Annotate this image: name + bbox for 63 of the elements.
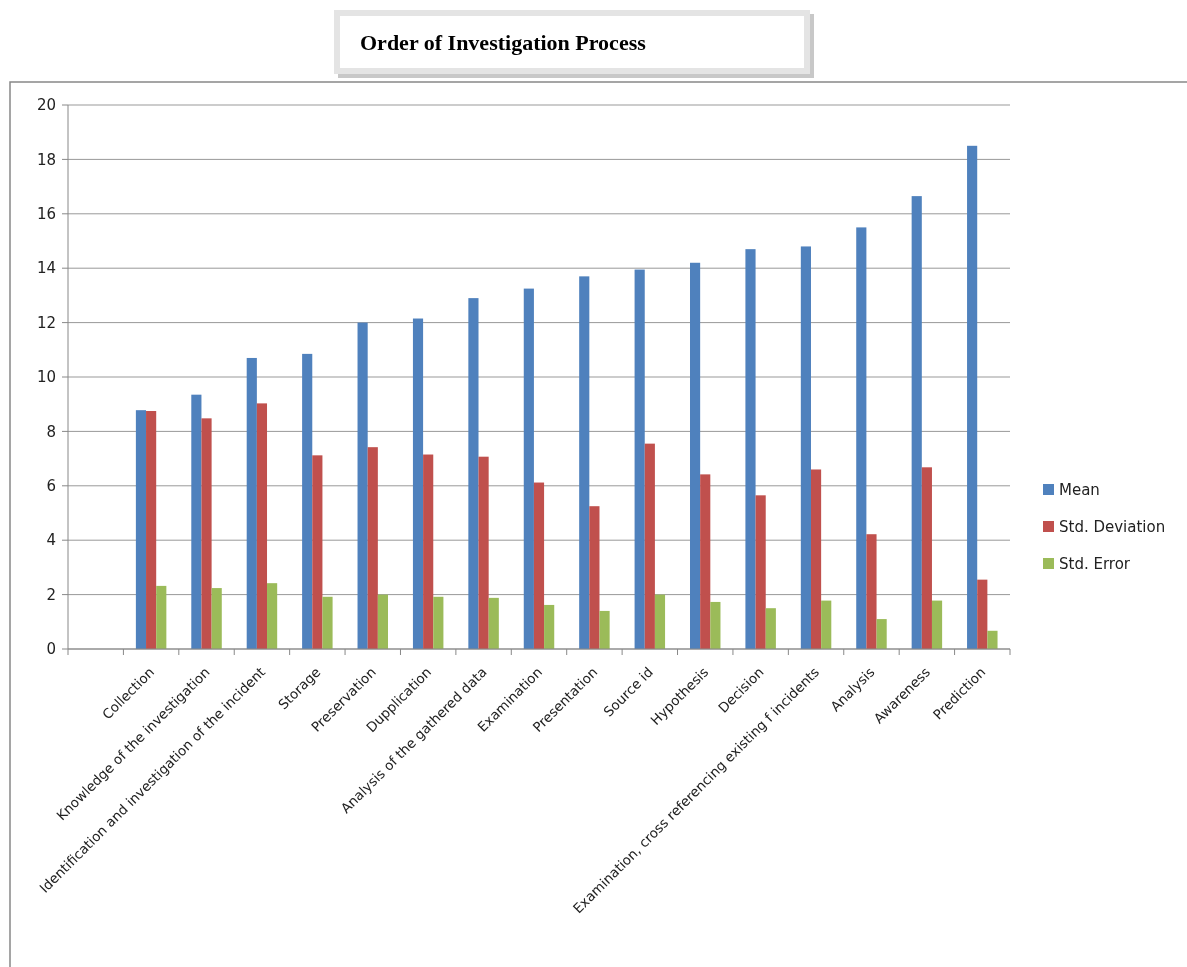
bar [357,322,368,649]
bar [977,579,988,649]
y-tick-label: 20 [36,96,56,115]
bar [523,288,534,649]
bar [765,608,776,649]
bar [156,585,167,649]
bar [710,601,721,649]
bar [810,469,822,649]
y-tick-label: 8 [46,422,56,441]
bar [423,454,434,649]
bar [931,600,943,649]
bar [821,600,832,649]
bar [589,506,600,649]
legend-label: Std. Error [1059,555,1131,574]
bar [488,597,499,649]
y-tick-label: 12 [36,313,56,332]
y-tick-label: 16 [36,205,56,224]
y-tick-label: 0 [46,640,56,659]
y-tick-label: 2 [46,585,56,604]
y-tick-label: 14 [36,259,56,278]
y-tick-label: 18 [36,150,56,169]
bar [876,619,887,649]
bar [246,357,257,649]
bar [800,246,811,649]
bar [256,403,268,649]
legend-label: Mean [1059,481,1100,500]
bar [433,596,444,649]
bar [302,353,313,649]
bar [544,604,555,649]
y-tick-label: 4 [46,531,56,550]
bar [654,594,666,649]
bar [634,269,645,649]
bar [322,596,333,649]
bar [599,610,610,649]
y-tick-label: 10 [36,368,56,387]
bar [755,495,766,649]
bar [921,467,932,649]
bar [312,455,323,649]
bar [700,474,711,649]
bar [856,227,867,649]
bar [267,583,278,649]
bar [468,298,479,649]
bar [191,394,202,649]
bar [644,443,655,649]
legend-label: Std. Deviation [1059,518,1166,537]
bar [201,418,212,649]
bar [987,630,998,649]
bar [377,594,388,649]
bar [866,534,877,649]
bar [579,276,590,649]
bar [967,145,978,649]
bar [745,249,756,649]
bar [211,588,222,649]
bar [135,410,147,649]
y-tick-label: 6 [46,477,56,496]
bar [478,456,489,649]
bar [911,196,922,649]
bar [533,482,545,649]
bar [412,318,424,649]
bar [690,262,701,649]
bar [146,411,157,649]
chart-title: Order of Investigation Process [360,30,647,55]
bar [367,447,378,649]
